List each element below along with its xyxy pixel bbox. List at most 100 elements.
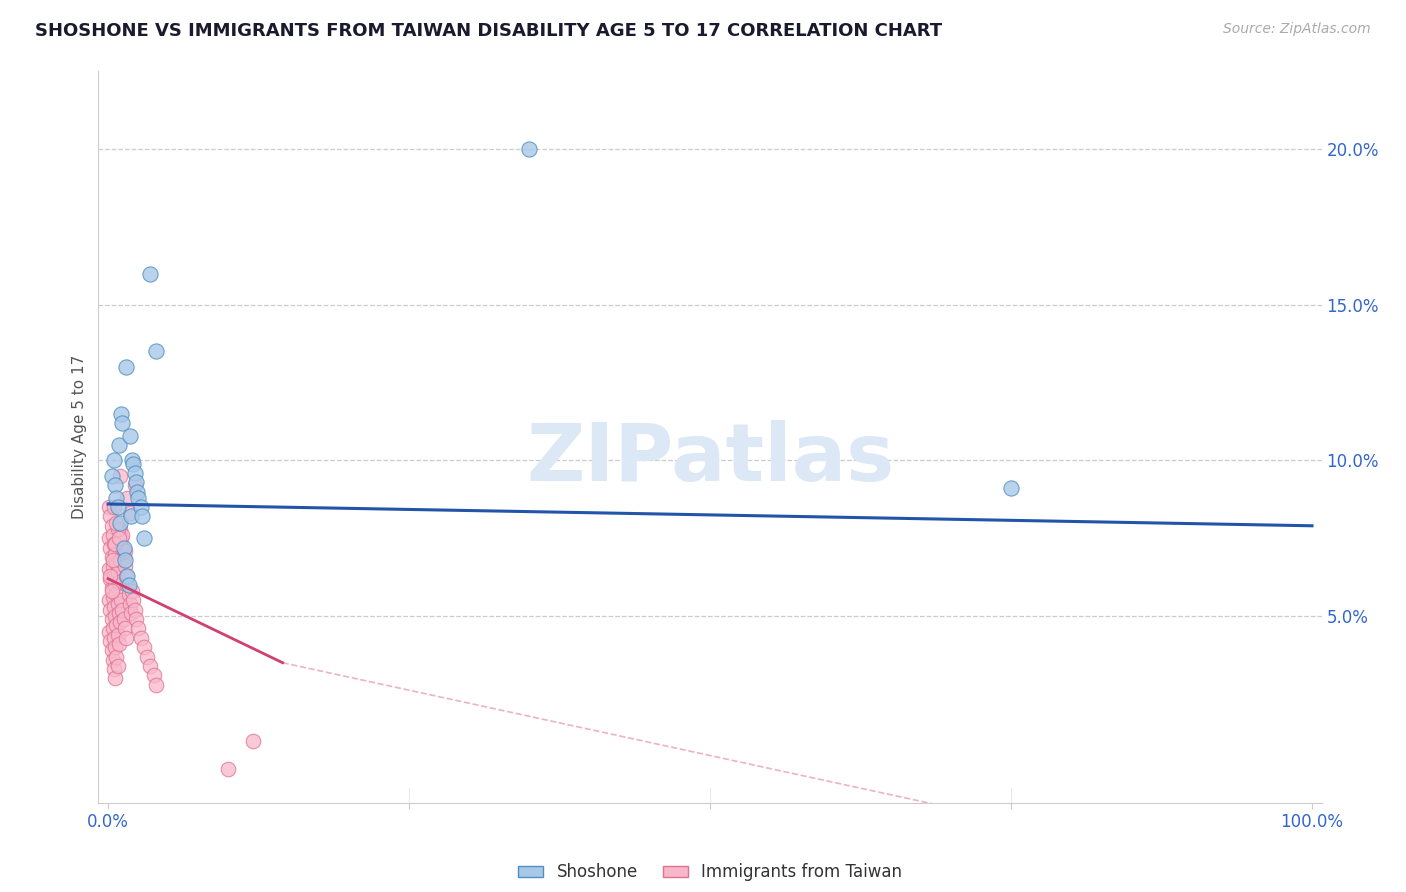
Point [121, 453, 143, 467]
Point [105, 649, 128, 664]
Point [129, 500, 152, 515]
Text: SHOSHONE VS IMMIGRANTS FROM TAIWAN DISABILITY AGE 5 TO 17 CORRELATION CHART: SHOSHONE VS IMMIGRANTS FROM TAIWAN DISAB… [35, 22, 942, 40]
Point [104, 671, 127, 685]
Point [108, 516, 131, 530]
Point [118, 428, 141, 442]
Text: ZIPatlas: ZIPatlas [526, 420, 894, 498]
Point [115, 631, 138, 645]
Point [127, 491, 149, 505]
Point [111, 541, 134, 555]
Point [98, 593, 121, 607]
Point [124, 478, 146, 492]
Point [108, 438, 131, 452]
Point [114, 553, 136, 567]
Point [125, 484, 148, 499]
Point [124, 466, 146, 480]
Point [242, 733, 264, 747]
Text: Source: ZipAtlas.com: Source: ZipAtlas.com [1223, 22, 1371, 37]
Point [103, 631, 125, 645]
Point [100, 643, 122, 657]
Point [98, 500, 121, 515]
Point [117, 568, 139, 582]
Point [103, 568, 125, 582]
Point [124, 603, 146, 617]
Point [98, 531, 121, 545]
Point [118, 597, 141, 611]
Point [107, 597, 129, 611]
Point [108, 553, 131, 567]
Point [107, 500, 129, 515]
Point [111, 528, 134, 542]
Point [100, 568, 122, 582]
Point [108, 606, 131, 620]
Point [110, 531, 132, 545]
Y-axis label: Disability Age 5 to 17: Disability Age 5 to 17 [72, 355, 87, 519]
Point [117, 587, 139, 601]
Point [105, 491, 128, 505]
Point [142, 668, 165, 682]
Point [100, 549, 122, 564]
Point [108, 469, 131, 483]
Point [107, 522, 129, 536]
Point [125, 475, 148, 490]
Point [101, 591, 124, 605]
Point [105, 587, 128, 601]
Point [122, 593, 145, 607]
Point [104, 478, 127, 492]
Point [129, 631, 152, 645]
Point [114, 622, 136, 636]
Point [108, 615, 131, 630]
Point [100, 518, 122, 533]
Point [110, 593, 132, 607]
Point [139, 267, 162, 281]
Point [101, 559, 124, 574]
Point [115, 359, 138, 374]
Point [131, 509, 153, 524]
Point [100, 634, 122, 648]
Point [100, 509, 122, 524]
Point [101, 528, 124, 542]
Point [101, 622, 124, 636]
Point [108, 637, 131, 651]
Point [104, 547, 127, 561]
Point [101, 553, 124, 567]
Point [107, 658, 129, 673]
Point [114, 543, 136, 558]
Point [1000, 482, 1022, 496]
Point [121, 584, 143, 599]
Point [135, 649, 157, 664]
Point [105, 556, 128, 570]
Point [100, 581, 122, 595]
Legend: Shoshone, Immigrants from Taiwan: Shoshone, Immigrants from Taiwan [510, 855, 910, 889]
Point [111, 416, 134, 430]
Point [115, 568, 138, 582]
Point [519, 142, 541, 156]
Point [112, 549, 135, 564]
Point [103, 453, 125, 467]
Point [139, 658, 162, 673]
Point [104, 640, 127, 655]
Point [118, 506, 141, 520]
Point [108, 522, 131, 536]
Point [114, 559, 136, 574]
Point [101, 652, 124, 666]
Point [111, 603, 134, 617]
Point [100, 603, 122, 617]
Point [103, 500, 125, 515]
Point [105, 516, 128, 530]
Point [108, 574, 131, 589]
Point [104, 537, 127, 551]
Point [105, 618, 128, 632]
Point [122, 457, 145, 471]
Point [104, 609, 127, 624]
Point [100, 572, 122, 586]
Point [98, 624, 121, 639]
Point [145, 344, 167, 359]
Point [134, 531, 156, 545]
Point [103, 662, 125, 676]
Point [112, 541, 135, 555]
Point [217, 762, 239, 776]
Point [112, 612, 135, 626]
Point [120, 606, 142, 620]
Point [103, 599, 125, 614]
